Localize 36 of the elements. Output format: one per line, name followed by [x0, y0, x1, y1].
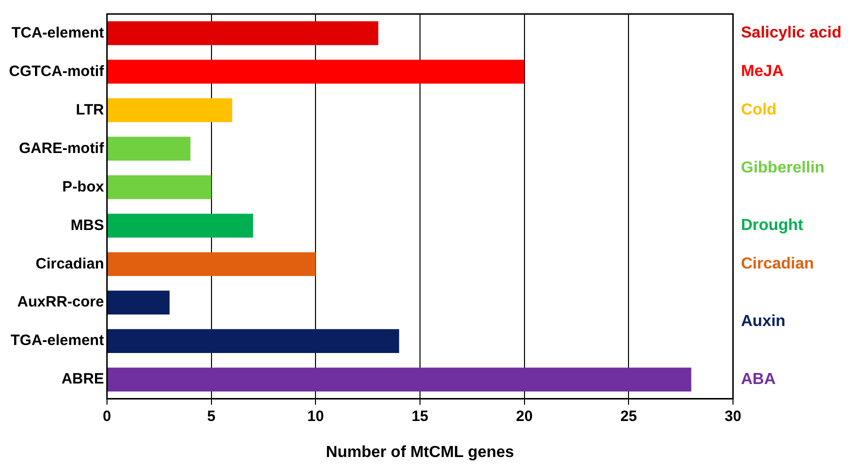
y-tick-label: TCA-element: [11, 24, 104, 42]
text: Gibberellin: [741, 159, 825, 176]
y-tick-label: AuxRR-core: [17, 294, 104, 311]
y-tick-label: TGA-element: [10, 332, 104, 350]
bar: [107, 21, 378, 46]
bar: [107, 98, 232, 122]
text: ABA: [741, 370, 776, 388]
text: MeJA: [741, 63, 784, 80]
x-tick-label: 10: [307, 408, 324, 425]
y-tick-label: GARE-motif: [18, 140, 105, 157]
bar: [107, 368, 692, 392]
x-tick-label: 15: [412, 408, 428, 425]
y-tick-label: Circadian: [36, 255, 104, 272]
text: Circadian: [741, 256, 814, 273]
bar: [107, 214, 254, 238]
bar: [107, 329, 400, 354]
text: Auxin: [741, 313, 786, 330]
x-tick-label: 30: [724, 408, 742, 425]
bar: [107, 175, 212, 200]
x-axis-title: Number of MtCML genes: [326, 444, 514, 461]
y-tick-label: P-box: [62, 178, 105, 196]
x-tick-label: 20: [516, 408, 533, 425]
x-tick-label: 0: [102, 408, 112, 425]
x-tick-label: 25: [620, 408, 638, 425]
bar: [107, 60, 524, 84]
text: Salicylic acid: [741, 24, 842, 42]
y-tick-label: ABRE: [61, 370, 104, 388]
y-tick-label: MBS: [70, 216, 104, 234]
bar: [107, 136, 190, 161]
bar: [107, 252, 316, 276]
text: Cold: [741, 102, 777, 119]
y-tick-label: LTR: [76, 101, 104, 118]
x-tick-label: 5: [207, 408, 216, 425]
text: Drought: [741, 217, 804, 234]
y-tick-label: CGTCA-motif: [8, 62, 105, 80]
bar: [107, 290, 170, 315]
